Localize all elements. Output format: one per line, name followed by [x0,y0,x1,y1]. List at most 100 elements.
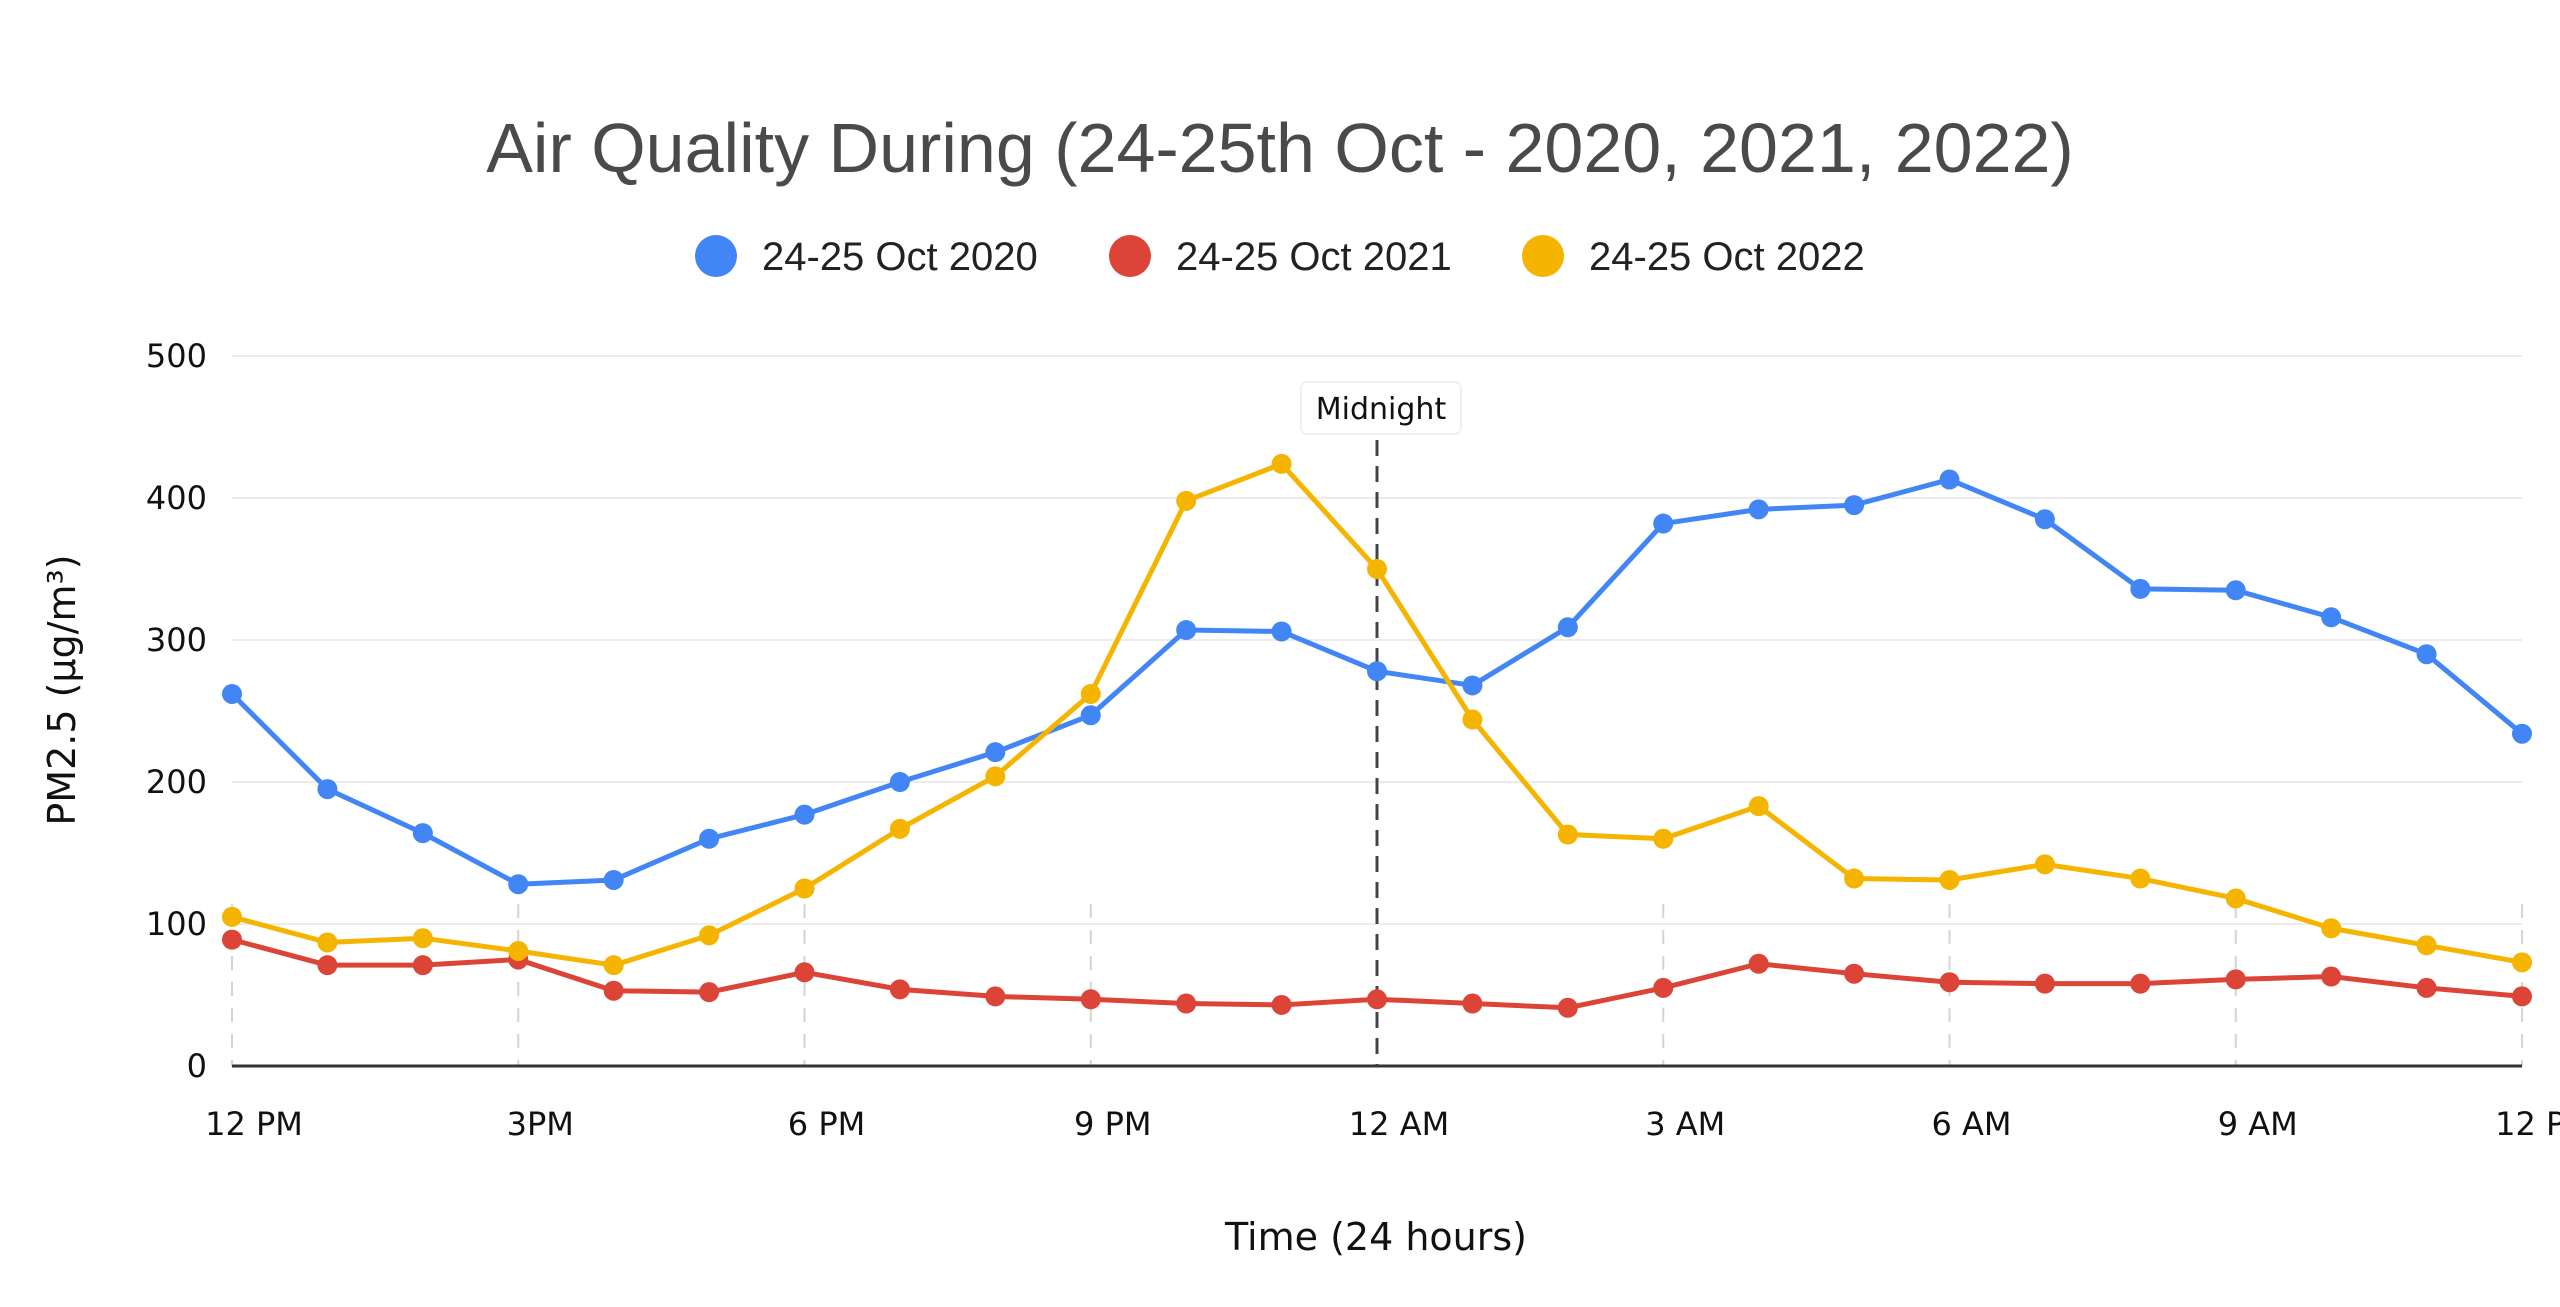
legend-marker [1522,235,1564,277]
data-point [794,878,815,899]
x-tick-label: 9 AM [2218,1105,2298,1143]
y-axis-ticks: 0 100 200 300 400 500 [146,337,207,1085]
data-point [2512,723,2532,744]
data-point [1271,994,1292,1015]
data-point [508,940,529,961]
data-point [1844,495,1865,516]
data-point [222,929,242,950]
chart-title: Air Quality During (24-25th Oct - 2020, … [486,109,2074,187]
data-point [1939,469,1960,490]
data-point [2130,973,2151,994]
data-point [1367,661,1387,682]
data-point [1176,490,1197,511]
data-point [1939,972,1960,993]
data-point [889,772,910,792]
legend-entry: 24-25 Oct 2020 [762,235,1038,279]
x-tick-label: 12 AM [1349,1105,1449,1143]
x-tick-label: 12 PM [2495,1105,2560,1143]
data-point [603,980,624,1001]
data-point [1271,453,1292,474]
y-axis-label: PM2.5 (µg/m³) [40,554,84,825]
data-point [317,932,338,953]
legend-entry: 24-25 Oct 2022 [1589,235,1865,279]
data-point [317,779,338,800]
data-point [2512,986,2532,1007]
x-tick-label: 9 PM [1074,1105,1151,1143]
data-point [2034,973,2055,994]
data-point [1939,869,1960,890]
data-point [2416,977,2437,998]
data-point [985,742,1006,763]
data-point [1080,683,1101,704]
y-tick-label: 100 [146,905,207,943]
data-point [1557,997,1578,1018]
y-tick-label: 400 [146,479,207,517]
data-point [1462,709,1483,730]
legend-marker [695,235,737,277]
data-point [2416,644,2437,665]
y-tick-label: 0 [187,1047,207,1085]
data-point [1748,796,1769,817]
data-point [2321,607,2342,628]
data-point [603,869,624,890]
data-point [1367,989,1387,1010]
data-point [2130,868,2151,889]
data-point [2321,918,2342,939]
data-point [1748,953,1769,974]
data-point [2034,854,2055,875]
x-tick-label: 3PM [507,1105,574,1143]
series-1 [222,469,2532,895]
data-point [1176,620,1197,641]
data-point [1653,977,1674,998]
data-point [603,955,624,976]
data-point [794,804,815,825]
legend: 24-25 Oct 2020 24-25 Oct 2021 24-25 Oct 20… [695,235,1865,279]
x-axis-ticks: 12 PM 3PM 6 PM 9 PM 12 AM 3 AM 6 AM 9 AM 12 PM [205,1105,2560,1143]
data-point [2225,969,2246,990]
legend-marker [1109,235,1151,277]
data-point [1271,621,1292,642]
data-point [1748,499,1769,520]
data-point [1653,513,1674,534]
data-point [2225,888,2246,909]
data-point [699,925,720,946]
data-point [1557,824,1578,845]
data-point [1462,675,1483,696]
data-point [412,955,433,976]
x-tick-label: 6 PM [788,1105,865,1143]
y-tick-label: 300 [146,621,207,659]
data-point [2130,578,2151,599]
data-point [2321,966,2342,987]
x-tick-label: 6 AM [1931,1105,2011,1143]
data-point [985,766,1006,787]
data-point [317,955,338,976]
midnight-label: Midnight [1316,392,1447,427]
data-point [2416,935,2437,956]
data-point [1462,993,1483,1014]
data-point [699,982,720,1003]
midnight-label-box [1300,381,1462,435]
legend-entry: 24-25 Oct 2021 [1176,235,1452,279]
y-tick-label: 500 [146,337,207,375]
y-tick-label: 200 [146,763,207,801]
data-point [222,906,242,927]
data-point [1844,963,1865,984]
data-point [699,828,720,849]
data-point [1844,868,1865,889]
data-point [1080,705,1101,726]
data-point [1080,989,1101,1010]
data-point [1176,993,1197,1014]
x-tick-label: 3 AM [1645,1105,1725,1143]
data-point [2512,952,2532,973]
data-point [889,818,910,839]
data-point [1367,559,1387,579]
data-point [1557,617,1578,638]
x-tick-label: 12 PM [205,1105,303,1143]
data-point [2225,580,2246,601]
series-group [222,453,2532,1018]
data-point [1653,828,1674,849]
midnight-annotation: Midnight [1300,381,1462,1066]
data-point [412,823,433,844]
data-point [2034,509,2055,530]
